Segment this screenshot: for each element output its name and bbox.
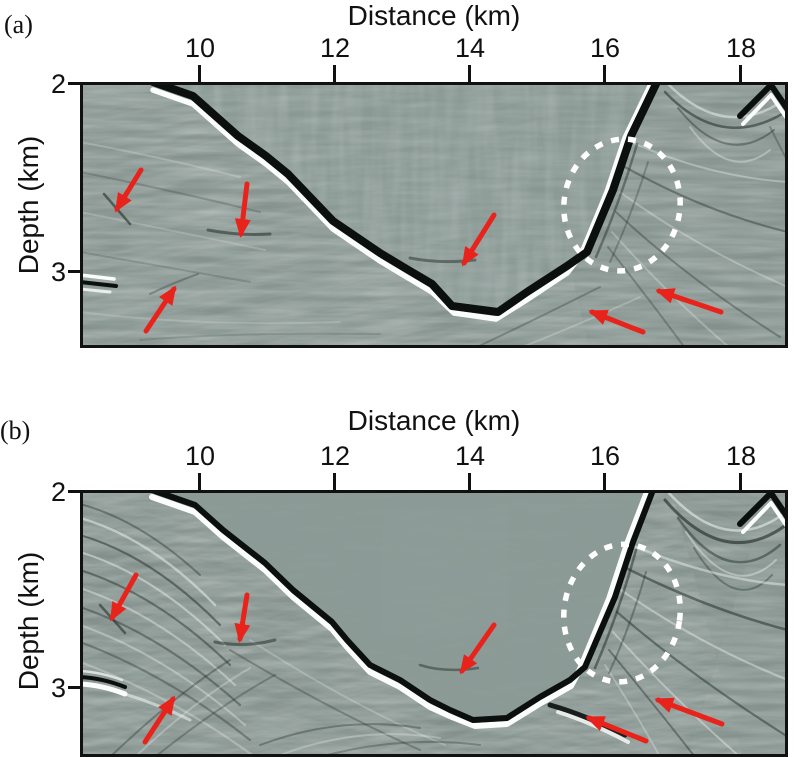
panel-b-ytickmark (68, 686, 80, 689)
arrow-a-6 (655, 288, 724, 315)
plot-border-b (80, 490, 788, 757)
panel-a-yaxis-title: Depth (km) (13, 135, 44, 275)
panel-a-label: (a) (4, 10, 33, 39)
panel-b-xtick-12: 12 (319, 441, 351, 471)
panel-a-xtick-18: 18 (725, 33, 757, 63)
plot-border-a (80, 82, 788, 348)
panel-a-xtick-16: 16 (589, 33, 621, 63)
panel-a-ytickmark (68, 270, 80, 273)
panel-b-xtickmark (333, 473, 336, 490)
arrow-b-2 (234, 592, 251, 643)
panel-b-ytickmark (68, 490, 80, 493)
arrow-b-6 (654, 697, 725, 727)
panel-a-xtickmark (739, 65, 742, 82)
red-arrows-b (109, 572, 725, 745)
arrow-a-5 (588, 309, 646, 335)
panel-b-xtick-16: 16 (589, 441, 621, 471)
faint-reflectors-a (80, 82, 788, 348)
panel-b-xtick-14: 14 (454, 441, 486, 471)
arrow-b-5 (585, 715, 649, 744)
panel-b-ytick-3: 3 (50, 673, 66, 703)
panel-b-xaxis-title: Distance (km) (347, 405, 521, 436)
arrow-b-4 (459, 622, 497, 675)
arrow-a-3 (143, 285, 177, 334)
arrow-a-2 (234, 181, 251, 238)
red-arrows-a (114, 167, 724, 335)
arrow-a-4 (461, 212, 497, 267)
arrow-b-1 (109, 572, 139, 622)
panel-b-label: (b) (0, 416, 31, 445)
panel-a-xtick-12: 12 (319, 33, 351, 63)
panel-b-xtickmark (739, 473, 742, 490)
panel-b-xtick-10: 10 (184, 441, 216, 471)
panel-b-ytick-2: 2 (50, 477, 66, 507)
panel-a-xtickmark (468, 65, 471, 82)
highlight-ellipse-a (561, 136, 683, 274)
seismic-image-panel-b (80, 490, 788, 757)
panel-a-ytick-2: 2 (50, 69, 66, 99)
panel-a-xaxis-title: Distance (km) (347, 0, 521, 31)
panel-a-ytick-3: 3 (50, 257, 66, 287)
panel-b-xtickmark (603, 473, 606, 490)
panel-a-ytickmark (68, 82, 80, 85)
panel-b-xtick-18: 18 (725, 441, 757, 471)
arrow-b-3 (142, 695, 176, 745)
panel-a-xtick-10: 10 (184, 33, 216, 63)
panel-a-xtick-14: 14 (454, 33, 486, 63)
arrow-a-1 (114, 167, 144, 213)
panel-b-xtickmark (198, 473, 201, 490)
panel-a-xtickmark (603, 65, 606, 82)
panel-a-xtickmark (198, 65, 201, 82)
coherent-reflectors-b (80, 490, 788, 757)
panel-b-xtickmark (468, 473, 471, 490)
seismic-image-panel-a (80, 82, 788, 348)
panel-a-xtickmark (333, 65, 336, 82)
panel-b-yaxis-title: Depth (km) (13, 551, 44, 691)
